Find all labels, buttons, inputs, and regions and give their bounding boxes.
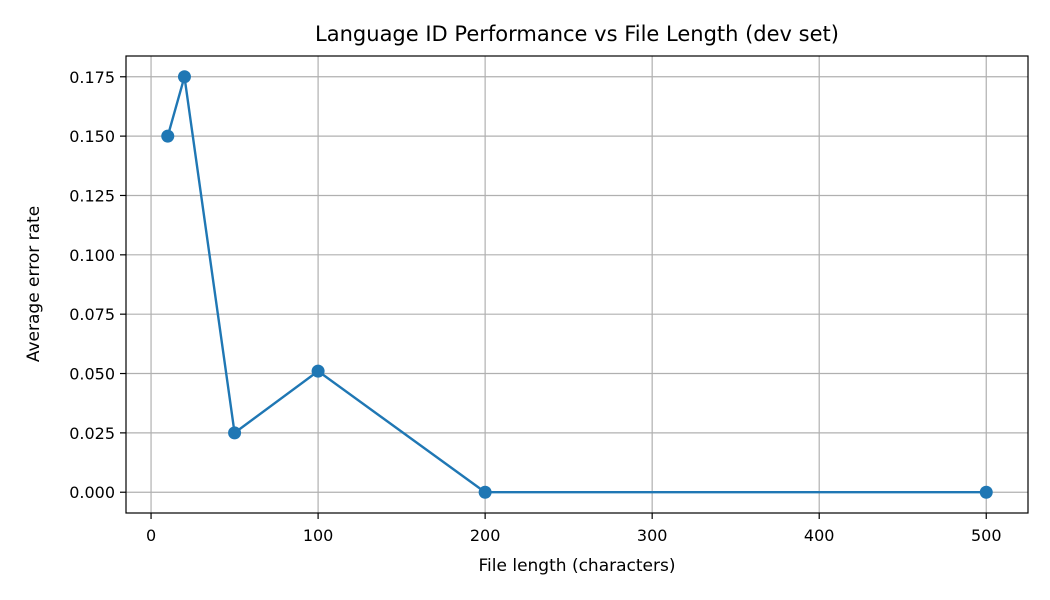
x-tick-label: 500 (971, 526, 1002, 545)
y-tick-label: 0.000 (69, 483, 115, 502)
y-tick-label: 0.025 (69, 424, 115, 443)
y-tick-label: 0.050 (69, 365, 115, 384)
data-point (478, 485, 492, 499)
data-point (311, 364, 325, 378)
x-axis: 0 100 200 300 400 500 (146, 513, 1002, 545)
y-axis-label: Average error rate (24, 206, 44, 362)
y-tick-label: 0.075 (69, 305, 115, 324)
y-axis: 0.000 0.025 0.050 0.075 0.100 0.125 0.150 0.175 (69, 68, 126, 502)
x-tick-label: 0 (146, 526, 156, 545)
data-point (979, 485, 993, 499)
plot-frame (125, 55, 1029, 514)
x-axis-label: File length (characters) (479, 556, 676, 576)
y-tick-label: 0.150 (69, 127, 115, 146)
series-layer (161, 70, 993, 499)
x-tick-label: 200 (470, 526, 501, 545)
y-tick-label: 0.125 (69, 186, 115, 205)
data-point (228, 426, 242, 440)
x-tick-label: 400 (804, 526, 835, 545)
y-tick-label: 0.175 (69, 68, 115, 87)
y-tick-label: 0.100 (69, 246, 115, 265)
data-point (161, 129, 175, 143)
series-line (166, 75, 987, 494)
chart-title: Language ID Performance vs File Length (… (315, 22, 839, 46)
grid-lines (126, 56, 1028, 513)
data-point (177, 70, 191, 84)
x-tick-label: 300 (637, 526, 668, 545)
x-tick-label: 100 (303, 526, 334, 545)
